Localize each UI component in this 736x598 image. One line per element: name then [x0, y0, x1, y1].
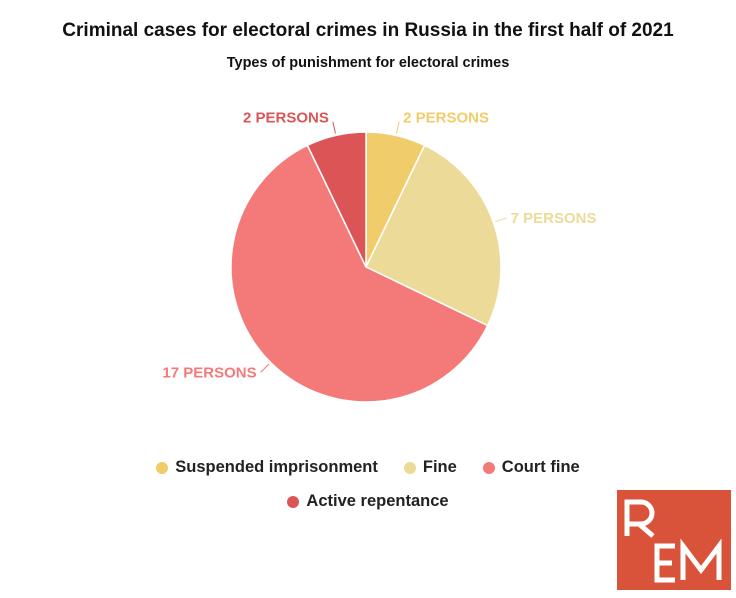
legend-label: Court fine — [501, 458, 580, 476]
rem-logo — [617, 490, 731, 590]
data-label: 2 PERSONS — [243, 110, 329, 127]
legend-item-active-repentance[interactable]: Active repentance — [287, 492, 449, 511]
data-label-connector — [495, 217, 507, 223]
legend-marker — [156, 461, 169, 474]
legend-item-fine[interactable]: Fine — [403, 458, 457, 477]
pie-slice-active-repentance[interactable] — [306, 131, 367, 268]
data-label: 7 PERSONS — [511, 210, 597, 227]
legend-marker — [403, 461, 416, 474]
legend-item-suspended-imprisonment[interactable]: Suspended imprisonment — [156, 458, 378, 477]
data-label-connector — [332, 121, 337, 134]
pie-slice-court-fine[interactable] — [230, 144, 489, 403]
pie-slice-fine[interactable] — [364, 144, 502, 327]
chart-subtitle: Types of punishment for electoral crimes — [226, 55, 510, 71]
data-label: 17 PERSONS — [162, 364, 256, 381]
legend-item-court-fine[interactable]: Court fine — [482, 458, 580, 477]
legend-label: Suspended imprisonment — [175, 458, 378, 476]
legend-marker — [287, 495, 300, 508]
chart-title: Criminal cases for electoral crimes in R… — [62, 20, 674, 41]
pie-chart: 2 PERSONS 7 PERSONS 17 PERSONS 2 PERSONS — [162, 110, 597, 403]
legend-label: Fine — [422, 458, 457, 476]
data-label-connector — [260, 363, 270, 373]
data-label-connector — [395, 121, 400, 134]
legend: Suspended imprisonment Fine Court fine — [0, 458, 736, 477]
data-label: 2 PERSONS — [403, 110, 489, 127]
legend-label: Active repentance — [306, 492, 449, 510]
legend-row-2: Active repentance — [0, 492, 736, 511]
legend-marker — [482, 461, 495, 474]
